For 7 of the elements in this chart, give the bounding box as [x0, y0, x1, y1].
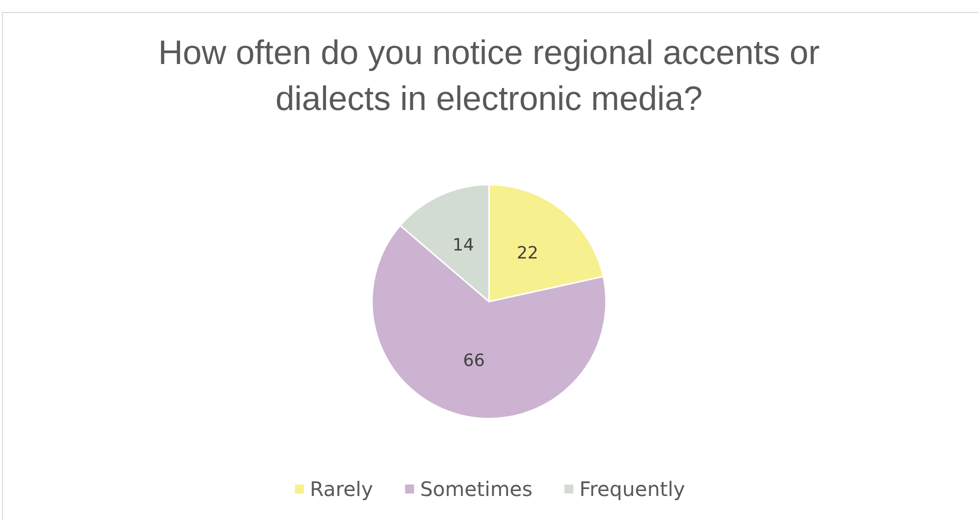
data-label: 66	[463, 351, 485, 372]
legend-label: Frequently	[579, 477, 686, 501]
chart-title: How often do you notice regional accents or dialects in electronic media?	[157, 33, 821, 120]
data-label: 14	[452, 236, 474, 256]
data-label: 22	[516, 244, 538, 264]
legend-label: Sometimes	[420, 477, 532, 501]
legend-label: Rarely	[310, 477, 374, 501]
